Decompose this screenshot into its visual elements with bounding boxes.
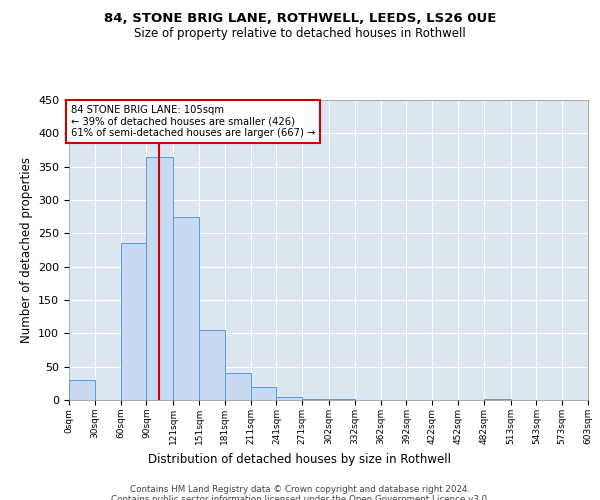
Bar	[251, 386, 277, 400]
Y-axis label: Number of detached properties: Number of detached properties	[20, 157, 32, 343]
Text: Contains public sector information licensed under the Open Government Licence v3: Contains public sector information licen…	[110, 495, 490, 500]
Bar	[199, 330, 225, 400]
Text: Size of property relative to detached houses in Rothwell: Size of property relative to detached ho…	[134, 28, 466, 40]
Bar	[146, 156, 173, 400]
Text: Distribution of detached houses by size in Rothwell: Distribution of detached houses by size …	[149, 452, 452, 466]
Bar	[225, 374, 251, 400]
Bar	[173, 216, 199, 400]
Bar	[277, 396, 302, 400]
Text: Contains HM Land Registry data © Crown copyright and database right 2024.: Contains HM Land Registry data © Crown c…	[130, 485, 470, 494]
Text: 84 STONE BRIG LANE: 105sqm
← 39% of detached houses are smaller (426)
61% of sem: 84 STONE BRIG LANE: 105sqm ← 39% of deta…	[71, 104, 315, 138]
Text: 84, STONE BRIG LANE, ROTHWELL, LEEDS, LS26 0UE: 84, STONE BRIG LANE, ROTHWELL, LEEDS, LS…	[104, 12, 496, 26]
Bar	[302, 398, 329, 400]
Bar	[69, 380, 95, 400]
Bar	[121, 244, 146, 400]
